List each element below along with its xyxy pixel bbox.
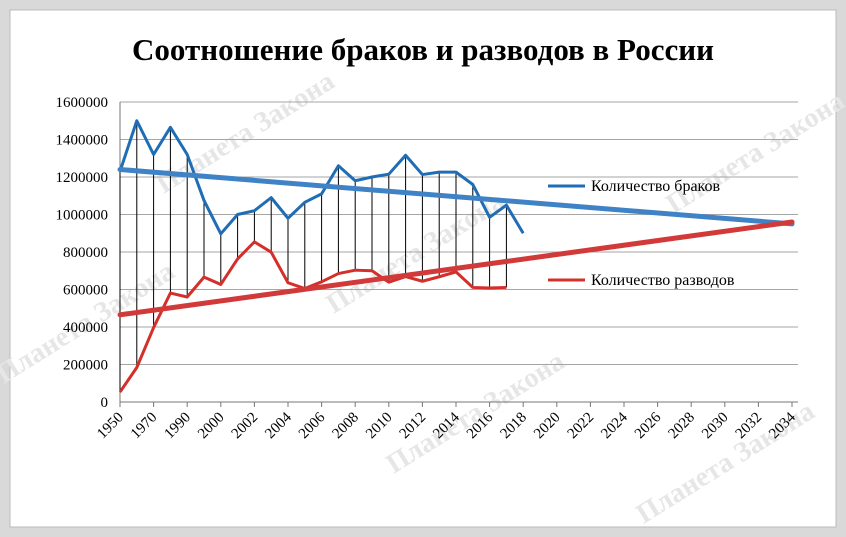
canvas [9,9,837,528]
y-tick-label: 1000000 [56,208,109,224]
trendline [117,167,795,227]
legend-label: Количество разводов [591,272,735,289]
y-tick-label: 600000 [63,283,108,299]
y-tick-label: 1600000 [56,95,109,111]
series-line [118,119,525,236]
series-line [118,240,507,393]
y-tick-label: 800000 [63,245,108,261]
y-tick-label: 400000 [63,320,108,336]
y-tick-label: 1400000 [56,133,109,149]
y-tick-label: 200000 [63,358,108,374]
y-tick-label: 1200000 [56,170,109,186]
chart-title: Соотношение браков и разводов в России [132,32,714,67]
legend-label: Количество браков [591,178,721,195]
trendline [117,219,795,318]
y-tick-label: 0 [101,395,109,411]
